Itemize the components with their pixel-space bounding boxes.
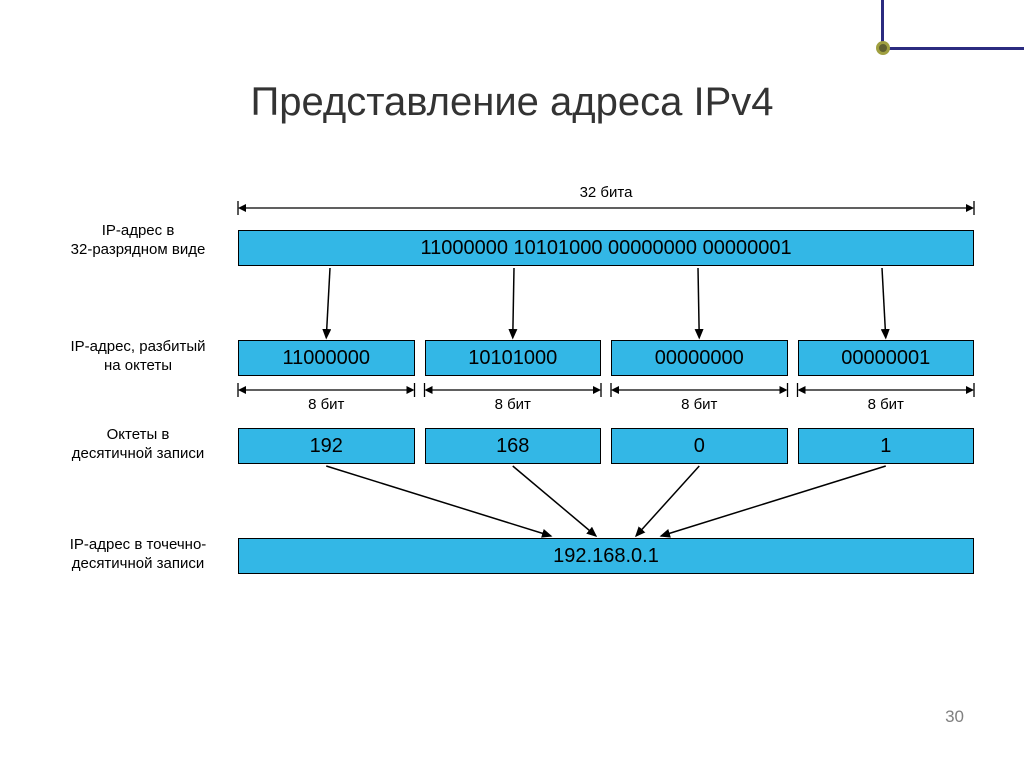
row2-oct-2: 00000000: [611, 340, 788, 376]
row4-label: IP-адрес в точечно-десятичной записи: [48, 536, 228, 574]
row2-oct-1: 10101000: [425, 340, 602, 376]
row3-oct-3: 1: [798, 428, 975, 464]
row2-oct-0: 11000000: [238, 340, 415, 376]
row3-oct-2: 0: [611, 428, 788, 464]
bit8-label-0: 8 бит: [238, 396, 415, 414]
bits32-label: 32 бита: [238, 184, 974, 202]
deco-bullet: [876, 41, 890, 55]
deco-hline: [884, 47, 1024, 50]
row1-box: 11000000 10101000 00000000 00000001: [238, 230, 974, 266]
page-title: Представление адреса IPv4: [0, 80, 1024, 125]
bit8-label-3: 8 бит: [798, 396, 975, 414]
row4-box: 192.168.0.1: [238, 538, 974, 574]
row2-oct-3: 00000001: [798, 340, 975, 376]
bit8-label-2: 8 бит: [611, 396, 788, 414]
row2-label: IP-адрес, разбитыйна октеты: [48, 338, 228, 376]
row3-label: Октеты вдесятичной записи: [48, 426, 228, 464]
row3-oct-0: 192: [238, 428, 415, 464]
row3-oct-1: 168: [425, 428, 602, 464]
bit8-label-1: 8 бит: [425, 396, 602, 414]
page-number: 30: [945, 707, 964, 727]
row1-label: IP-адрес в32-разрядном виде: [48, 222, 228, 260]
